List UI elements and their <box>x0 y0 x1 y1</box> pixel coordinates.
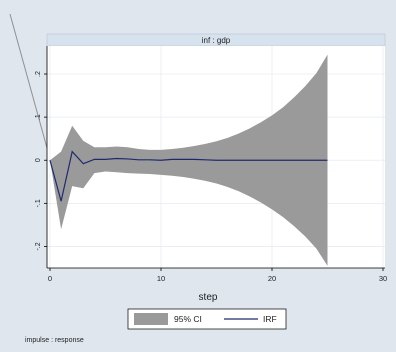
confidence-band-layer <box>50 54 328 266</box>
x-axis-ticks: 0 10 20 30 <box>48 268 387 283</box>
x-axis-label: step <box>199 292 218 303</box>
y-tick-label: -.2 <box>35 242 42 250</box>
y-tick-label: .2 <box>35 71 42 77</box>
legend-swatch-ci <box>134 313 168 325</box>
legend-label-ci: 95% CI <box>174 314 202 324</box>
impulse-response-note: impulse : response <box>25 337 84 344</box>
irf-line-layer <box>49 150 328 202</box>
legend-label-irf: IRF <box>263 314 277 324</box>
stray-line <box>9 13 48 149</box>
x-tick-label: 30 <box>379 274 387 283</box>
confidence-band <box>50 54 328 266</box>
x-tick-label: 10 <box>157 274 165 283</box>
x-tick-label: 0 <box>48 274 52 283</box>
panel-title: inf : gdp <box>202 36 231 45</box>
y-tick-label: .1 <box>35 114 42 120</box>
y-tick-label: -.1 <box>35 199 42 207</box>
y-tick-label: 0 <box>35 158 42 162</box>
x-tick-label: 20 <box>268 274 276 283</box>
y-axis-ticks: -.2 -.1 0 .1 .2 <box>35 71 47 251</box>
irf-line <box>49 150 328 202</box>
